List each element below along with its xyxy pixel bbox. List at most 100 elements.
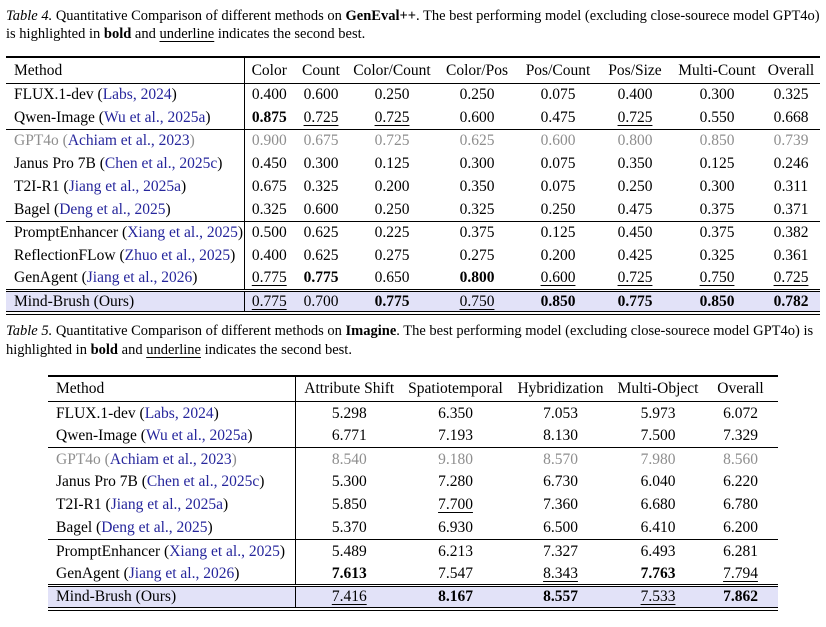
method-cell: FLUX.1-dev (Labs, 2024) <box>6 82 245 107</box>
value-cell: 6.771 <box>331 427 367 445</box>
method-name: FLUX.1-dev <box>14 86 94 104</box>
citation-link[interactable]: Achiam et al., 2023 <box>109 450 232 468</box>
table5-dataset-name: Imagine <box>345 323 397 340</box>
method-cell: Qwen-Image (Wu et al., 2025a) <box>48 424 296 448</box>
table4-caption-label: Table 4. <box>6 8 53 24</box>
value-cell: 0.600 <box>540 269 576 287</box>
citation-link[interactable]: Chen et al., 2025c <box>146 473 260 491</box>
value-cell: 9.180 <box>403 447 508 471</box>
value-cell: 7.613 <box>331 564 367 582</box>
citation-link[interactable]: Xiang et al., 2025 <box>127 224 238 242</box>
citation-link[interactable]: Xiang et al., 2025 <box>169 542 280 560</box>
value-cell: 0.250 <box>436 82 518 107</box>
table-row: PromptEnhancer (Xiang et al., 2025) 0.500… <box>6 220 820 245</box>
citation-link[interactable]: Achiam et al., 2023 <box>67 132 190 150</box>
table-row: T2I-R1 (Jiang et al., 2025a) 5.850 7.700 7.… <box>48 493 778 517</box>
value-cell: 0.125 <box>699 154 735 172</box>
method-name: GenAgent <box>14 269 78 287</box>
value-cell: 8.343 <box>543 564 578 582</box>
table5-caption-text: Quantitative Comparison of different met… <box>52 323 346 340</box>
value-cell: 5.850 <box>331 496 367 514</box>
value-cell: 0.725 <box>617 269 653 287</box>
table4-caption-text: and <box>131 26 160 43</box>
citation-link[interactable]: Chen et al., 2025c <box>104 154 218 172</box>
method-cell: T2I-R1 (Jiang et al., 2025a) <box>6 175 245 199</box>
table5-caption-text: indicates the second best. <box>200 341 352 358</box>
method-cell: Mind-Brush (Ours) <box>48 584 296 611</box>
value-cell: 5.298 <box>295 401 403 425</box>
value-cell: 7.980 <box>613 447 703 471</box>
method-cell: PromptEnhancer (Xiang et al., 2025) <box>6 220 245 245</box>
value-cell: 0.600 <box>518 128 598 153</box>
value-cell: 0.246 <box>773 154 809 172</box>
citation-link[interactable]: Jiang et al., 2025a <box>68 177 182 195</box>
value-cell: 7.862 <box>703 584 778 611</box>
value-cell: 0.625 <box>303 246 339 264</box>
citation-link[interactable]: Wu et al., 2025a <box>103 108 206 126</box>
citation-link[interactable]: Labs, 2024 <box>144 404 214 422</box>
value-cell: 0.475 <box>617 200 653 218</box>
value-cell: 0.361 <box>773 246 809 264</box>
value-cell: 0.725 <box>773 269 809 287</box>
value-cell: 0.850 <box>518 288 598 316</box>
column-header: Overall <box>717 380 764 398</box>
column-header: Overall <box>767 61 815 79</box>
value-cell: 0.800 <box>598 128 672 153</box>
method-name: Mind-Brush (Ours) <box>14 292 135 310</box>
value-cell: 0.625 <box>294 220 348 245</box>
value-cell: 0.475 <box>540 108 576 126</box>
table-row: Bagel (Deng et al., 2025) 5.370 6.930 6.500… <box>48 516 778 540</box>
value-cell: 0.750 <box>699 269 735 287</box>
table4-caption-underline-word: underline <box>159 26 215 43</box>
method-cell: GenAgent (Jiang et al., 2026) <box>48 562 296 586</box>
value-cell: 7.193 <box>438 427 473 445</box>
citation-link[interactable]: Jiang et al., 2026 <box>86 269 193 287</box>
value-cell: 8.540 <box>295 447 403 471</box>
value-cell: 6.213 <box>403 539 508 563</box>
column-header: Color/Count <box>353 61 431 79</box>
citation-link[interactable]: Deng et al., 2025 <box>101 519 208 537</box>
value-cell: 7.500 <box>640 427 676 445</box>
table-row: Janus Pro 7B (Chen et al., 2025c) 5.300 7.… <box>48 470 778 494</box>
value-cell: 0.125 <box>374 154 410 172</box>
value-cell: 0.125 <box>518 220 598 245</box>
value-cell: 0.750 <box>436 288 518 316</box>
column-header: Multi-Object <box>617 380 699 398</box>
citation-link[interactable]: Jiang et al., 2025a <box>110 496 224 514</box>
value-cell: 0.775 <box>303 269 339 287</box>
value-cell: 0.311 <box>773 177 809 195</box>
table5-caption-bold-word: bold <box>90 341 119 358</box>
table-row: GPT4o (Achiam et al., 2023) 8.540 9.180 8.5… <box>48 447 778 471</box>
value-cell: 0.375 <box>699 200 735 218</box>
table4-dataset-name: GenEval++ <box>345 8 417 24</box>
value-cell: 8.167 <box>403 584 508 611</box>
table5-caption-text: . The best performing model (excluding c… <box>6 323 814 358</box>
value-cell: 7.327 <box>508 539 613 563</box>
value-cell: 0.850 <box>672 288 762 316</box>
method-cell: Janus Pro 7B (Chen et al., 2025c) <box>6 152 245 176</box>
value-cell: 6.680 <box>640 496 676 514</box>
citation-link[interactable]: Jiang et al., 2026 <box>128 564 235 582</box>
value-cell: 0.250 <box>374 200 410 218</box>
citation-link[interactable]: Zhuo et al., 2025 <box>124 246 231 264</box>
method-cell: GPT4o (Achiam et al., 2023) <box>6 128 245 153</box>
value-cell: 7.053 <box>508 401 613 425</box>
value-cell: 7.700 <box>438 496 473 514</box>
method-cell: PromptEnhancer (Xiang et al., 2025) <box>48 539 296 563</box>
value-cell: 5.973 <box>613 401 703 425</box>
column-header: Pos/Count <box>525 61 591 79</box>
value-cell: 8.557 <box>508 584 613 611</box>
value-cell: 0.600 <box>303 200 339 218</box>
value-cell: 0.775 <box>598 288 672 316</box>
value-cell: 0.600 <box>294 82 348 107</box>
value-cell: 0.650 <box>374 269 410 287</box>
method-name: T2I-R1 <box>56 496 102 514</box>
value-cell: 0.900 <box>244 128 294 153</box>
value-cell: 0.325 <box>303 177 339 195</box>
citation-link[interactable]: Wu et al., 2025a <box>145 427 248 445</box>
citation-link[interactable]: Deng et al., 2025 <box>59 200 166 218</box>
citation-link[interactable]: Labs, 2024 <box>102 86 172 104</box>
method-cell: GPT4o (Achiam et al., 2023) <box>48 447 296 471</box>
value-cell: 6.410 <box>640 519 676 537</box>
value-cell: 6.040 <box>640 473 676 491</box>
